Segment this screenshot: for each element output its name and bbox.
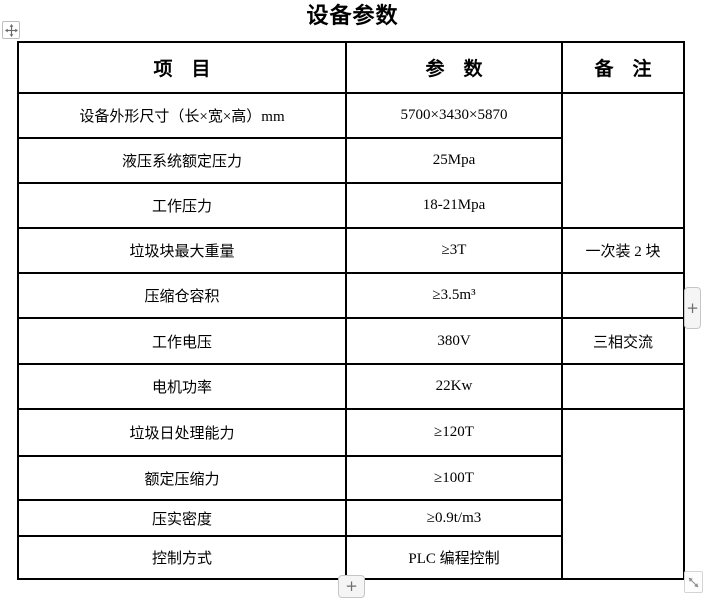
table-row: 垃圾日处理能力 ≥120T (17, 408, 685, 580)
param-cell[interactable]: ≥0.9t/m3 (345, 499, 563, 537)
item-cell[interactable]: 控制方式 (17, 535, 347, 580)
parameters-table: 项 目 参 数 备 注 设备外形尺寸（长×宽×高）mm 5700×3430×58… (17, 41, 685, 580)
item-cell[interactable]: 工作压力 (17, 182, 347, 229)
table-row: 额定压缩力 ≥100T (17, 455, 684, 501)
add-row-button[interactable]: + (338, 575, 365, 598)
item-cell[interactable]: 压缩仓容积 (17, 272, 347, 319)
param-cell[interactable]: 22Kw (345, 363, 563, 410)
param-cell[interactable]: ≥3.5m³ (345, 272, 563, 319)
remark-cell[interactable] (561, 272, 685, 319)
remark-cell[interactable] (561, 408, 685, 580)
column-header-param[interactable]: 参 数 (345, 41, 563, 94)
param-cell[interactable]: ≥120T (345, 408, 563, 457)
param-cell[interactable]: ≥3T (345, 227, 563, 274)
column-header-item[interactable]: 项 目 (17, 41, 347, 94)
param-cell[interactable]: 380V (345, 317, 563, 365)
table-move-handle[interactable] (2, 21, 20, 39)
item-cell[interactable]: 工作电压 (17, 317, 347, 365)
item-cell[interactable]: 液压系统额定压力 (17, 137, 347, 184)
table-row: 垃圾块最大重量 ≥3T 一次装 2 块 (17, 227, 685, 274)
param-cell[interactable]: 25Mpa (345, 137, 563, 184)
param-cell[interactable]: PLC 编程控制 (345, 535, 563, 580)
plus-icon: + (686, 298, 699, 317)
column-header-remark[interactable]: 备 注 (561, 41, 685, 94)
diagonal-resize-icon (687, 576, 700, 589)
item-cell[interactable]: 压实密度 (17, 499, 347, 537)
item-cell[interactable]: 电机功率 (17, 363, 347, 410)
item-cell[interactable]: 垃圾块最大重量 (17, 227, 347, 274)
page-title: 设备参数 (306, 3, 399, 28)
remark-cell[interactable] (561, 363, 685, 410)
param-cell[interactable]: 18-21Mpa (345, 182, 563, 229)
move-cross-icon (4, 23, 18, 37)
table-resize-handle[interactable] (684, 571, 703, 593)
table-row: 工作压力 18-21Mpa (17, 182, 684, 229)
table-row: 设备外形尺寸（长×宽×高）mm 5700×3430×5870 (17, 92, 685, 229)
table-row: 电机功率 22Kw (17, 363, 685, 410)
plus-icon: + (345, 577, 358, 595)
table-row: 控制方式 PLC 编程控制 (17, 535, 684, 580)
table-row: 压缩仓容积 ≥3.5m³ (17, 272, 685, 319)
remark-cell[interactable]: 三相交流 (561, 317, 685, 365)
item-cell[interactable]: 设备外形尺寸（长×宽×高）mm (17, 92, 347, 139)
param-cell[interactable]: ≥100T (345, 455, 563, 501)
remark-cell[interactable] (561, 92, 685, 229)
item-cell[interactable]: 垃圾日处理能力 (17, 408, 347, 457)
item-cell[interactable]: 额定压缩力 (17, 455, 347, 501)
add-column-button[interactable]: + (684, 287, 701, 329)
table-row: 压实密度 ≥0.9t/m3 (17, 499, 684, 537)
header-row: 项 目 参 数 备 注 (17, 41, 685, 94)
param-cell[interactable]: 5700×3430×5870 (345, 92, 563, 139)
table-row: 液压系统额定压力 25Mpa (17, 137, 684, 184)
remark-cell[interactable]: 一次装 2 块 (561, 227, 685, 274)
table-row: 工作电压 380V 三相交流 (17, 317, 685, 365)
